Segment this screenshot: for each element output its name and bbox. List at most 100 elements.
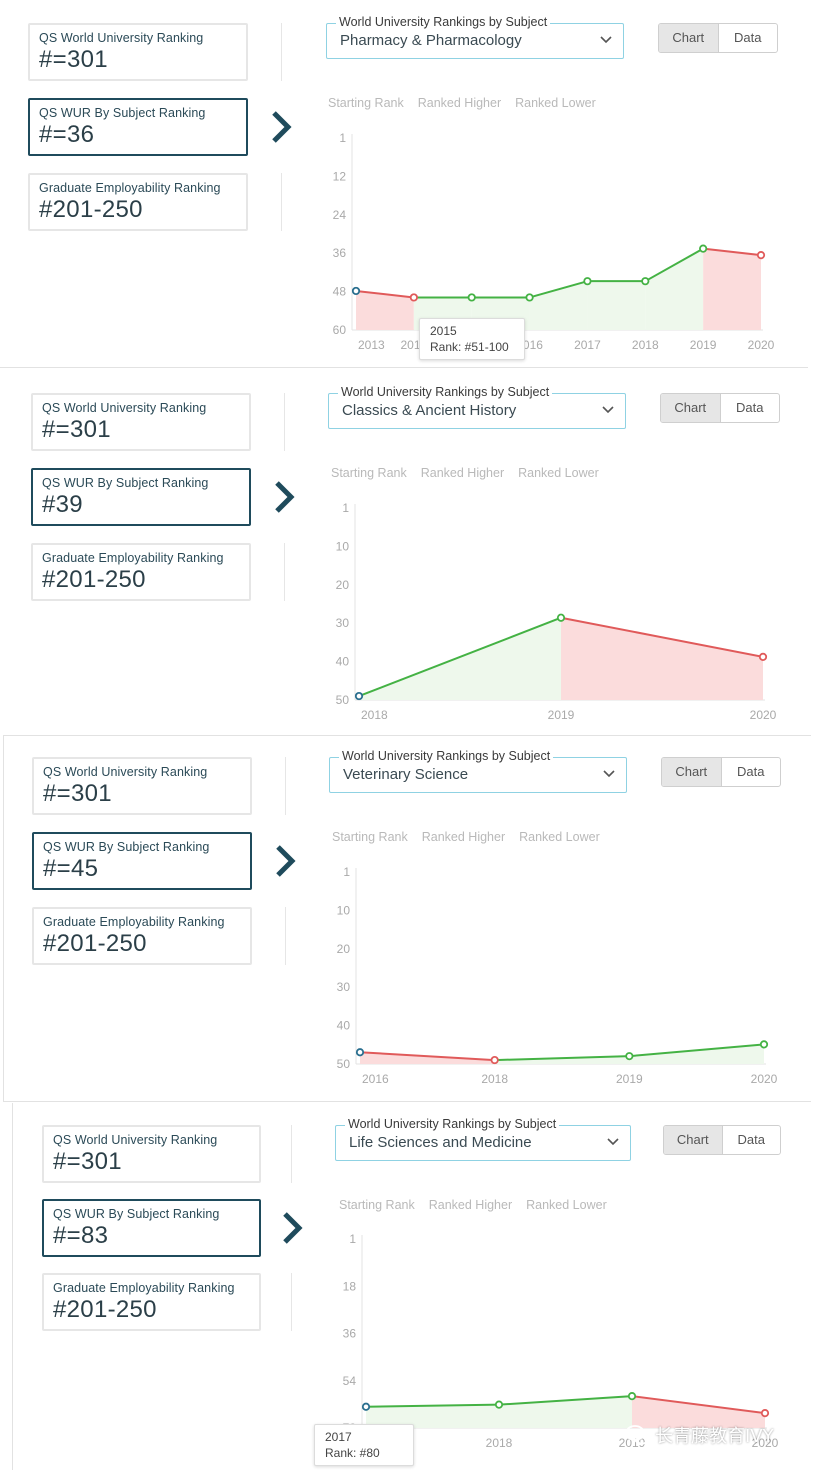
ranking-panel-pharmacy: QS World University Ranking #=301 QS WUR… — [0, 0, 808, 368]
select-legend: World University Rankings by Subject — [338, 385, 553, 399]
data-point — [351, 286, 361, 296]
data-point — [409, 293, 418, 302]
x-tick-label: 2018 — [481, 1072, 508, 1086]
area-segment — [529, 281, 588, 330]
legend-starting[interactable]: Starting Rank — [332, 830, 408, 844]
series-line-segment — [359, 1051, 495, 1062]
legend-higher[interactable]: Ranked Higher — [417, 96, 502, 110]
legend-starting[interactable]: Starting Rank — [331, 466, 407, 480]
card-value: #=36 — [39, 121, 95, 148]
series-line-segment — [358, 616, 562, 698]
x-tick-label: 2019 — [548, 708, 575, 722]
card-employability-ranking[interactable]: Graduate Employability Ranking #201-250 — [28, 173, 248, 231]
y-tick-label: 50 — [336, 693, 350, 707]
x-tick-label: 2018 — [632, 338, 659, 352]
chevron-right-icon — [276, 845, 296, 877]
divider — [284, 543, 285, 601]
data-tab[interactable]: Data — [737, 764, 765, 779]
y-tick-label: 10 — [336, 539, 350, 553]
card-employability-ranking[interactable]: Graduate Employability Ranking #201-250 — [31, 543, 251, 601]
card-world-ranking[interactable]: QS World University Ranking #=301 — [31, 393, 251, 451]
select-legend: World University Rankings by Subject — [339, 749, 554, 763]
divider — [281, 23, 282, 81]
subject-select[interactable]: World University Rankings by Subject Pha… — [326, 15, 624, 59]
chart-tab[interactable]: Chart — [661, 394, 721, 422]
chart-tab[interactable]: Chart — [662, 758, 722, 786]
x-tick-label: 2020 — [748, 338, 775, 352]
x-tick-label: 2016 — [362, 1072, 389, 1086]
divider — [284, 393, 285, 451]
y-tick-label: 12 — [333, 169, 347, 183]
card-subject-ranking[interactable]: QS WUR By Subject Ranking #=83 — [42, 1199, 261, 1257]
card-label: QS World University Ranking — [43, 765, 208, 779]
data-point — [760, 1409, 770, 1418]
legend-lower[interactable]: Ranked Lower — [515, 96, 596, 110]
y-tick-label: 24 — [333, 208, 347, 222]
legend-higher[interactable]: Ranked Higher — [420, 466, 505, 480]
card-world-ranking[interactable]: QS World University Ranking #=301 — [42, 1125, 261, 1183]
area-segment — [645, 248, 704, 330]
card-value: #201-250 — [42, 566, 146, 593]
subject-select[interactable]: World University Rankings by Subject Cla… — [328, 385, 626, 429]
data-point — [494, 1400, 504, 1409]
card-subject-ranking[interactable]: QS WUR By Subject Ranking #39 — [31, 468, 251, 526]
x-tick-label: 2018 — [361, 708, 388, 722]
subject-select[interactable]: World University Rankings by Subject Vet… — [329, 749, 627, 793]
legend-starting[interactable]: Starting Rank — [339, 1198, 415, 1212]
legend-lower[interactable]: Ranked Lower — [518, 466, 599, 480]
card-world-ranking[interactable]: QS World University Ranking #=301 — [32, 757, 252, 815]
legend-lower[interactable]: Ranked Lower — [526, 1198, 607, 1212]
rank-chart: 1122436486020132014201520162017201820192… — [333, 131, 775, 352]
data-point — [625, 1052, 634, 1061]
card-subject-ranking[interactable]: QS WUR By Subject Ranking #=45 — [32, 832, 252, 890]
data-tab[interactable]: Data — [734, 30, 762, 45]
legend-higher[interactable]: Ranked Higher — [428, 1198, 513, 1212]
data-point — [759, 1040, 769, 1049]
legend-lower[interactable]: Ranked Lower — [519, 830, 600, 844]
card-value: #=301 — [39, 46, 108, 73]
card-value: #=45 — [43, 855, 99, 882]
y-tick-label: 60 — [333, 323, 347, 337]
x-tick-label: 2020 — [751, 1072, 778, 1086]
chevron-right-icon — [283, 1212, 303, 1244]
legend-starting[interactable]: Starting Rank — [328, 96, 404, 110]
legend-higher[interactable]: Ranked Higher — [421, 830, 506, 844]
chart-legend: Starting Rank Ranked Higher Ranked Lower — [332, 830, 614, 844]
data-point — [556, 613, 566, 622]
view-toggle: Chart Data — [663, 1125, 781, 1155]
data-point — [758, 652, 768, 661]
tooltip-year: 2015 — [430, 324, 457, 338]
chevron-right-icon — [272, 111, 292, 143]
card-value: #201-250 — [43, 930, 147, 957]
card-label: Graduate Employability Ranking — [39, 181, 221, 195]
ranking-panel-veterinary: QS World University Ranking #=301 QS WUR… — [3, 736, 811, 1102]
data-point — [756, 251, 766, 260]
data-point — [525, 293, 534, 302]
chart-legend: Starting Rank Ranked Higher Ranked Lower — [328, 96, 610, 110]
y-tick-label: 36 — [343, 1327, 357, 1341]
y-tick-label: 36 — [333, 246, 347, 260]
area-segment — [587, 281, 646, 330]
select-value: Veterinary Science — [343, 766, 469, 783]
chart-tab[interactable]: Chart — [664, 1126, 723, 1154]
card-subject-ranking[interactable]: QS WUR By Subject Ranking #=36 — [28, 98, 248, 156]
card-employability-ranking[interactable]: Graduate Employability Ranking #201-250 — [42, 1273, 261, 1331]
data-tab[interactable]: Data — [736, 400, 764, 415]
card-employability-ranking[interactable]: Graduate Employability Ranking #201-250 — [32, 907, 252, 965]
area-segment — [703, 248, 761, 330]
divider — [285, 907, 286, 965]
area-segment — [561, 617, 763, 700]
view-toggle: Chart Data — [661, 757, 781, 787]
data-point — [583, 277, 592, 286]
card-world-ranking[interactable]: QS World University Ranking #=301 — [28, 23, 248, 81]
tooltip: 2017 Rank: #80 — [314, 1424, 414, 1466]
data-point — [355, 1048, 365, 1057]
data-tab[interactable]: Data — [737, 1132, 765, 1147]
subject-select[interactable]: World University Rankings by Subject Lif… — [335, 1117, 631, 1161]
chart-tab[interactable]: Chart — [659, 24, 719, 52]
y-tick-label: 18 — [343, 1279, 357, 1293]
series-line-segment — [529, 280, 588, 299]
chart-legend: Starting Rank Ranked Higher Ranked Lower — [339, 1198, 621, 1212]
data-point — [490, 1055, 499, 1065]
y-tick-label: 50 — [337, 1057, 351, 1071]
